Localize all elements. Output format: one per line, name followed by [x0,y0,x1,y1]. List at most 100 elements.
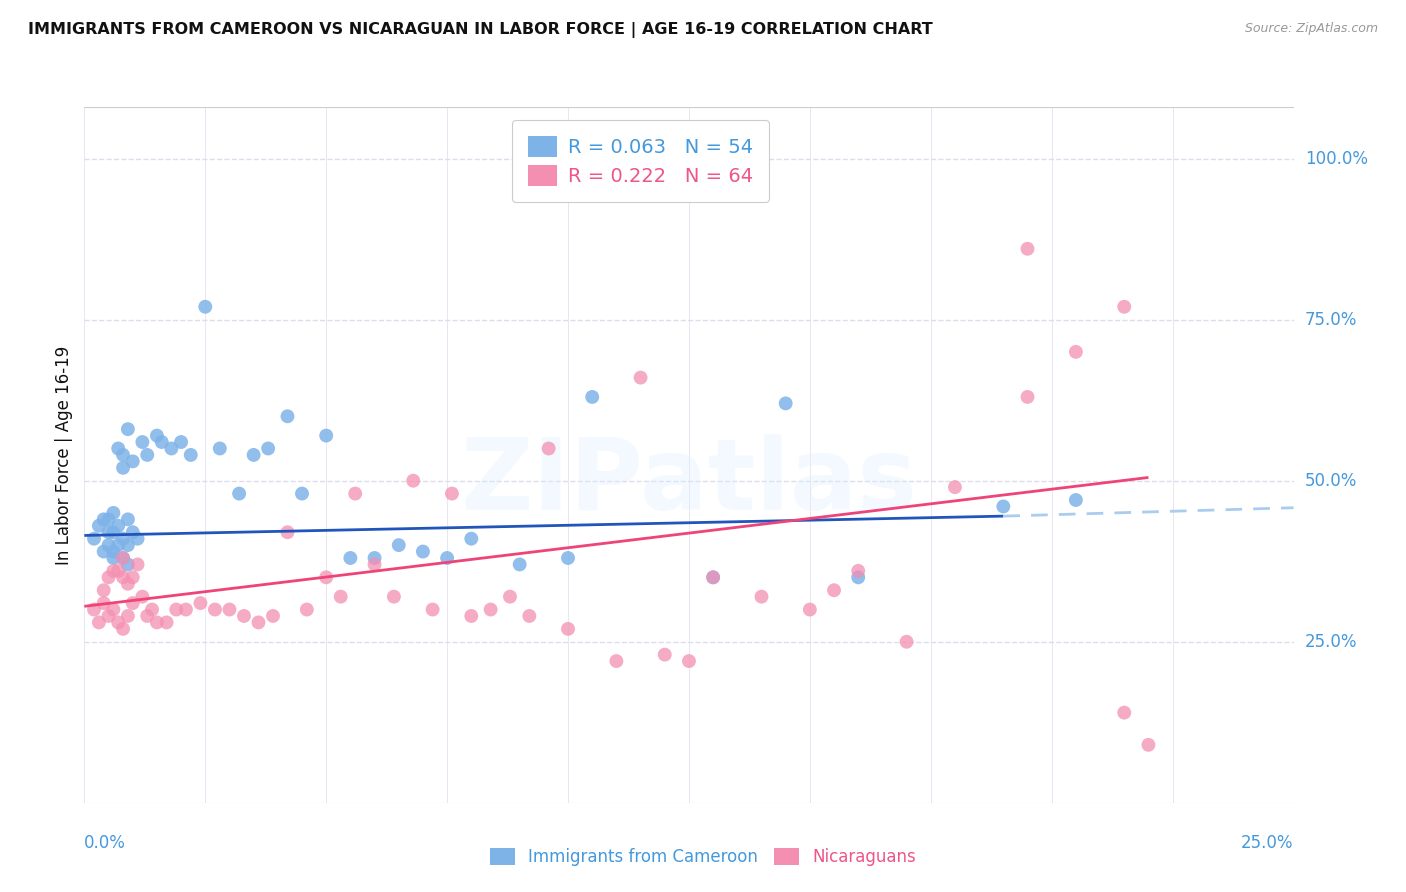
Point [412,544,434,558]
Point [460,609,482,624]
Y-axis label: In Labor Force | Age 16-19: In Labor Force | Age 16-19 [55,345,73,565]
Point [194,300,217,314]
Point [170,435,193,450]
Point [262,609,284,624]
Point [943,480,966,494]
Point [517,609,540,624]
Point [93,583,115,598]
Point [557,622,579,636]
Point [233,609,256,624]
Point [751,590,773,604]
Point [436,551,458,566]
Point [315,570,337,584]
Point [388,538,411,552]
Point [799,602,821,616]
Legend: Immigrants from Cameroon, Nicaraguans: Immigrants from Cameroon, Nicaraguans [481,840,925,875]
Point [295,602,318,616]
Point [93,596,115,610]
Point [146,615,169,630]
Point [1114,706,1136,720]
Point [136,448,159,462]
Point [993,500,1015,514]
Point [97,512,120,526]
Point [107,615,129,630]
Point [363,551,385,566]
Point [131,435,153,450]
Point [97,525,120,540]
Point [107,538,129,552]
Point [702,570,724,584]
Point [83,532,105,546]
Point [117,609,139,624]
Point [247,615,270,630]
Point [174,602,197,616]
Point [402,474,425,488]
Point [846,564,869,578]
Point [208,442,231,456]
Point [112,532,135,546]
Point [131,590,153,604]
Text: 0.0%: 0.0% [84,834,127,852]
Point [329,590,352,604]
Text: 100.0%: 100.0% [1305,150,1368,168]
Text: Source: ZipAtlas.com: Source: ZipAtlas.com [1244,22,1378,36]
Point [160,442,183,456]
Point [103,525,125,540]
Point [127,558,149,572]
Point [121,570,143,584]
Point [605,654,627,668]
Point [678,654,700,668]
Point [97,570,120,584]
Point [83,602,105,616]
Point [896,634,918,648]
Point [1017,390,1039,404]
Point [363,558,385,572]
Point [112,551,135,566]
Point [440,486,463,500]
Point [479,602,502,616]
Point [218,602,240,616]
Point [127,532,149,546]
Point [121,596,143,610]
Point [103,602,125,616]
Point [654,648,676,662]
Point [228,486,250,500]
Point [117,576,139,591]
Point [846,570,869,584]
Point [103,544,125,558]
Point [121,525,143,540]
Point [103,506,125,520]
Point [775,396,797,410]
Point [344,486,367,500]
Point [155,615,177,630]
Point [107,518,129,533]
Point [702,570,724,584]
Point [204,602,226,616]
Point [97,538,120,552]
Point [581,390,603,404]
Point [1064,493,1087,508]
Text: 25.0%: 25.0% [1241,834,1294,852]
Point [112,460,135,475]
Point [190,596,212,610]
Point [117,558,139,572]
Point [93,512,115,526]
Point [276,525,298,540]
Point [107,442,129,456]
Text: 25.0%: 25.0% [1305,632,1357,651]
Point [93,544,115,558]
Point [823,583,845,598]
Point [103,564,125,578]
Point [276,409,298,424]
Point [242,448,264,462]
Point [1064,344,1087,359]
Point [117,538,139,552]
Point [509,558,531,572]
Point [1114,300,1136,314]
Point [291,486,314,500]
Point [339,551,361,566]
Legend: R = 0.063   N = 54, R = 0.222   N = 64: R = 0.063 N = 54, R = 0.222 N = 64 [512,120,769,202]
Point [112,448,135,462]
Point [112,570,135,584]
Point [180,448,202,462]
